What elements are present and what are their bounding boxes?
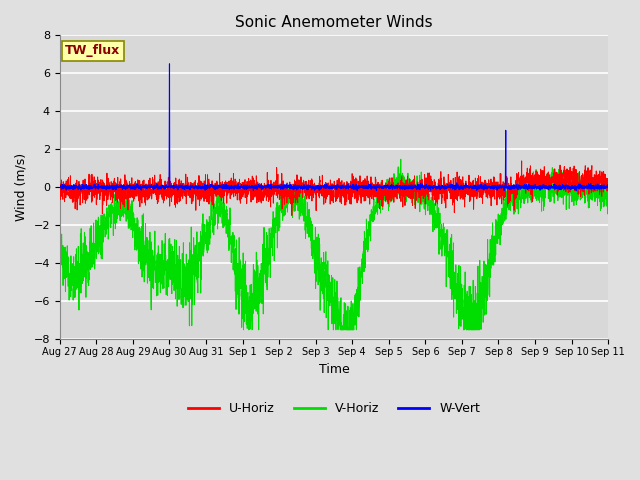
V-Horiz xyxy=(604,203,612,208)
W-Vert xyxy=(594,181,602,187)
Legend: U-Horiz, V-Horiz, W-Vert: U-Horiz, V-Horiz, W-Vert xyxy=(183,397,485,420)
W-Vert xyxy=(290,183,298,189)
Line: U-Horiz: U-Horiz xyxy=(60,161,608,216)
V-Horiz xyxy=(56,206,63,212)
V-Horiz xyxy=(594,173,602,179)
W-Vert xyxy=(118,184,126,190)
W-Vert xyxy=(56,182,63,188)
U-Horiz xyxy=(518,158,525,164)
Text: TW_flux: TW_flux xyxy=(65,45,120,58)
X-axis label: Time: Time xyxy=(319,362,349,375)
V-Horiz xyxy=(290,196,298,202)
V-Horiz xyxy=(240,327,248,333)
Title: Sonic Anemometer Winds: Sonic Anemometer Winds xyxy=(235,15,433,30)
U-Horiz xyxy=(151,180,159,186)
Line: W-Vert: W-Vert xyxy=(60,64,608,191)
W-Vert xyxy=(151,182,159,188)
W-Vert xyxy=(266,183,274,189)
U-Horiz xyxy=(56,185,63,191)
V-Horiz xyxy=(266,275,274,280)
V-Horiz xyxy=(535,175,543,180)
U-Horiz xyxy=(118,194,126,200)
U-Horiz xyxy=(266,197,274,203)
Line: V-Horiz: V-Horiz xyxy=(60,159,608,330)
V-Horiz xyxy=(151,228,159,234)
W-Vert xyxy=(604,184,612,190)
Y-axis label: Wind (m/s): Wind (m/s) xyxy=(15,153,28,221)
W-Vert xyxy=(572,188,580,194)
U-Horiz xyxy=(535,172,543,178)
U-Horiz xyxy=(594,172,602,178)
V-Horiz xyxy=(397,156,404,162)
W-Vert xyxy=(534,185,542,191)
U-Horiz xyxy=(288,213,296,218)
U-Horiz xyxy=(290,195,298,201)
U-Horiz xyxy=(604,178,612,183)
V-Horiz xyxy=(118,195,126,201)
W-Vert xyxy=(166,61,173,67)
